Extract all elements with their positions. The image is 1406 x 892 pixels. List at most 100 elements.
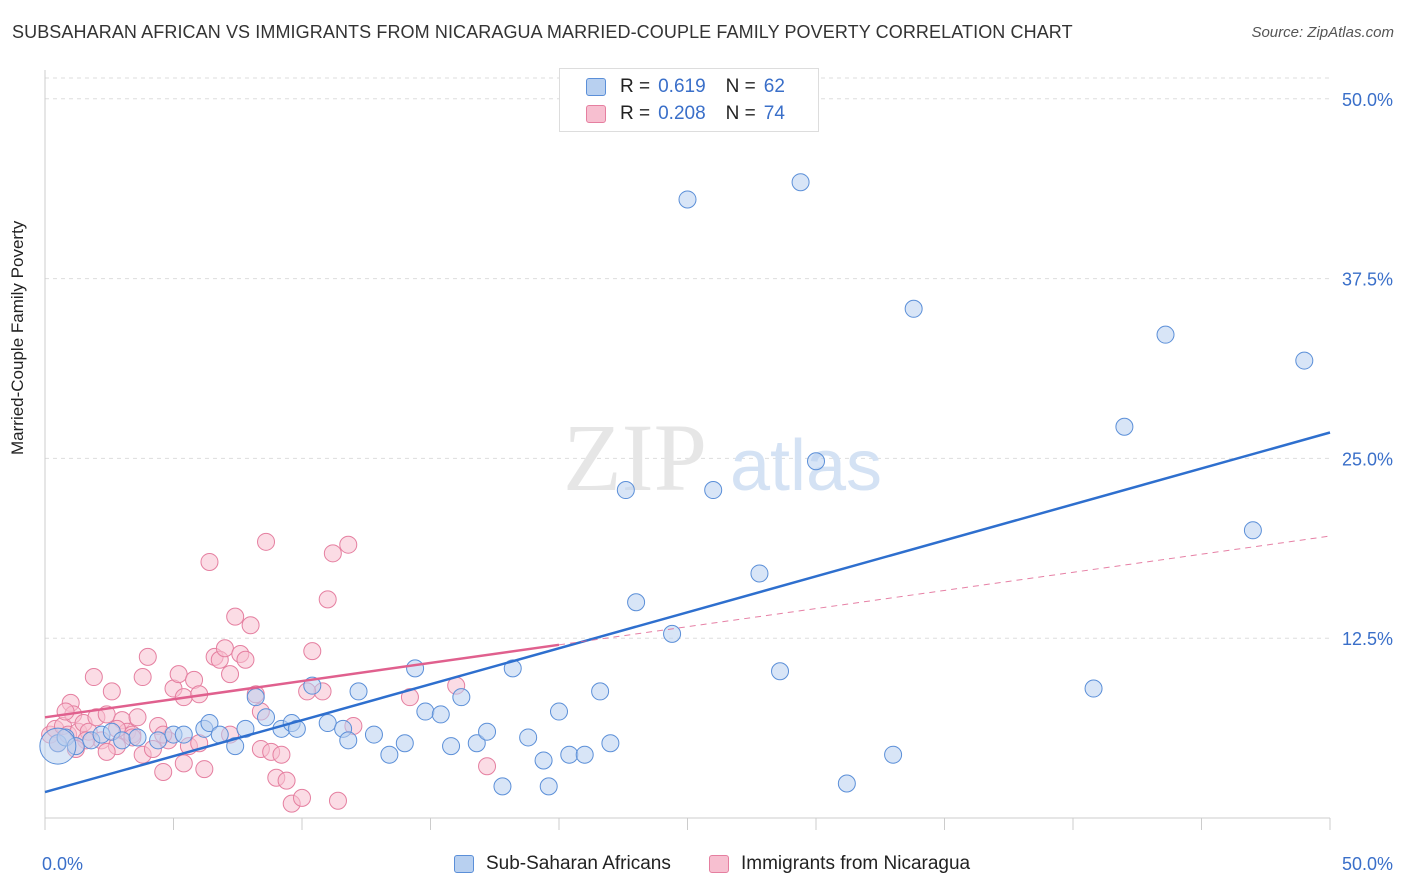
data-point-subsaharan [807,452,825,471]
data-point-nicaragua [84,668,103,687]
data-point-subsaharan [1295,351,1314,370]
data-point-subsaharan [884,745,903,764]
trend-line-nicaragua-extension [558,535,1331,646]
axes [44,70,1331,830]
bottom-legend-label: Immigrants from Nicaragua [741,853,971,874]
data-point-subsaharan [236,719,255,738]
data-point-nicaragua [154,762,173,781]
data-point-nicaragua [272,745,291,764]
legend-n-label: N = [725,76,756,97]
data-point-subsaharan [318,714,337,733]
data-point-subsaharan [113,731,132,750]
bottom-legend-swatch-blue [454,855,474,873]
data-point-nicaragua [195,760,214,779]
data-point-nicaragua [200,552,219,571]
data-point-subsaharan [200,714,219,733]
data-point-nicaragua [236,650,255,669]
legend-n-label: N = [725,103,756,124]
data-point-subsaharan [416,702,435,721]
data-point-subsaharan [349,682,368,701]
data-point-nicaragua [303,642,322,661]
data-point-subsaharan [575,745,594,764]
data-point-subsaharan [1115,417,1134,436]
series-nicaragua-points [41,532,497,813]
legend-row-nicaragua: R = 0.208 N = 74 [586,102,785,126]
data-point-nicaragua [323,544,342,563]
data-point-nicaragua [128,708,147,727]
data-point-nicaragua [277,771,296,790]
x-tick-label: 0.0% [42,854,83,874]
y-tick-label: 25.0% [1342,449,1393,469]
trend-lines [44,431,1331,794]
data-point-nicaragua [400,688,419,707]
legend-r-value: 0.619 [658,76,706,97]
data-point-subsaharan [627,593,646,612]
data-point-subsaharan [771,662,790,681]
data-point-subsaharan [364,725,383,744]
x-tick-label: 50.0% [1342,854,1393,874]
data-point-nicaragua [215,639,234,658]
data-point-subsaharan [149,731,168,750]
data-point-subsaharan [503,659,522,678]
data-point-subsaharan [904,299,923,318]
data-point-subsaharan [128,728,147,747]
data-point-nicaragua [226,607,245,626]
watermark: ZIP atlas [563,404,882,511]
data-point-subsaharan [478,722,497,741]
legend-row-subsaharan: R = 0.619 N = 62 [586,75,785,99]
data-point-subsaharan [550,702,568,721]
legend-n-value: 62 [763,76,785,97]
data-point-subsaharan [591,682,610,701]
legend-swatch-blue [586,78,606,96]
data-point-nicaragua [56,702,75,721]
data-point-subsaharan [704,481,723,500]
data-point-nicaragua [339,535,358,554]
legend-r-label: R = [620,103,651,124]
data-point-subsaharan [431,705,450,724]
data-point-subsaharan [560,745,579,764]
tick-labels: 12.5% 25.0% 37.5% 50.0% 0.0% 50.0% [42,90,1393,874]
chart-title: SUBSAHARAN AFRICAN VS IMMIGRANTS FROM NI… [12,22,1073,42]
legend-swatch-pink [586,105,606,123]
data-point-subsaharan [519,728,538,747]
data-point-nicaragua [328,791,347,810]
data-point-subsaharan [442,737,461,756]
data-point-subsaharan [1156,325,1175,344]
data-point-subsaharan-cluster [39,727,77,765]
data-point-nicaragua [257,532,276,551]
y-tick-label: 37.5% [1342,270,1393,290]
watermark-zip: ZIP [563,404,707,511]
data-point-nicaragua [169,665,188,684]
legend-n-value: 74 [763,103,785,124]
watermark-atlas: atlas [730,426,882,506]
data-point-subsaharan [395,734,414,753]
data-point-subsaharan [452,688,471,707]
data-point-nicaragua [97,742,116,761]
grid-lines [45,77,1330,639]
legend-r-value: 0.208 [658,103,706,124]
data-point-subsaharan [678,190,697,209]
bottom-legend-label: Sub-Saharan Africans [486,853,671,874]
data-point-nicaragua [293,788,311,807]
bottom-legend-subsaharan: Sub-Saharan Africans [454,852,671,876]
data-point-subsaharan [601,734,620,753]
data-point-subsaharan [174,725,193,744]
data-point-subsaharan [539,777,558,796]
data-point-subsaharan [246,688,265,707]
data-point-subsaharan [1243,521,1262,540]
data-point-nicaragua [174,754,193,773]
data-point-subsaharan [287,719,306,738]
data-point-nicaragua [102,682,121,701]
data-point-subsaharan [1084,679,1103,698]
source-label: Source: ZipAtlas.com [1251,24,1394,41]
data-point-subsaharan [837,774,856,793]
data-point-subsaharan [534,751,553,770]
data-point-subsaharan [226,737,245,756]
data-point-subsaharan [750,564,769,583]
data-point-subsaharan [467,734,486,753]
data-point-nicaragua [318,590,337,609]
data-point-nicaragua [221,665,240,684]
y-tick-label: 12.5% [1342,629,1393,649]
trend-line-nicaragua [44,643,560,719]
